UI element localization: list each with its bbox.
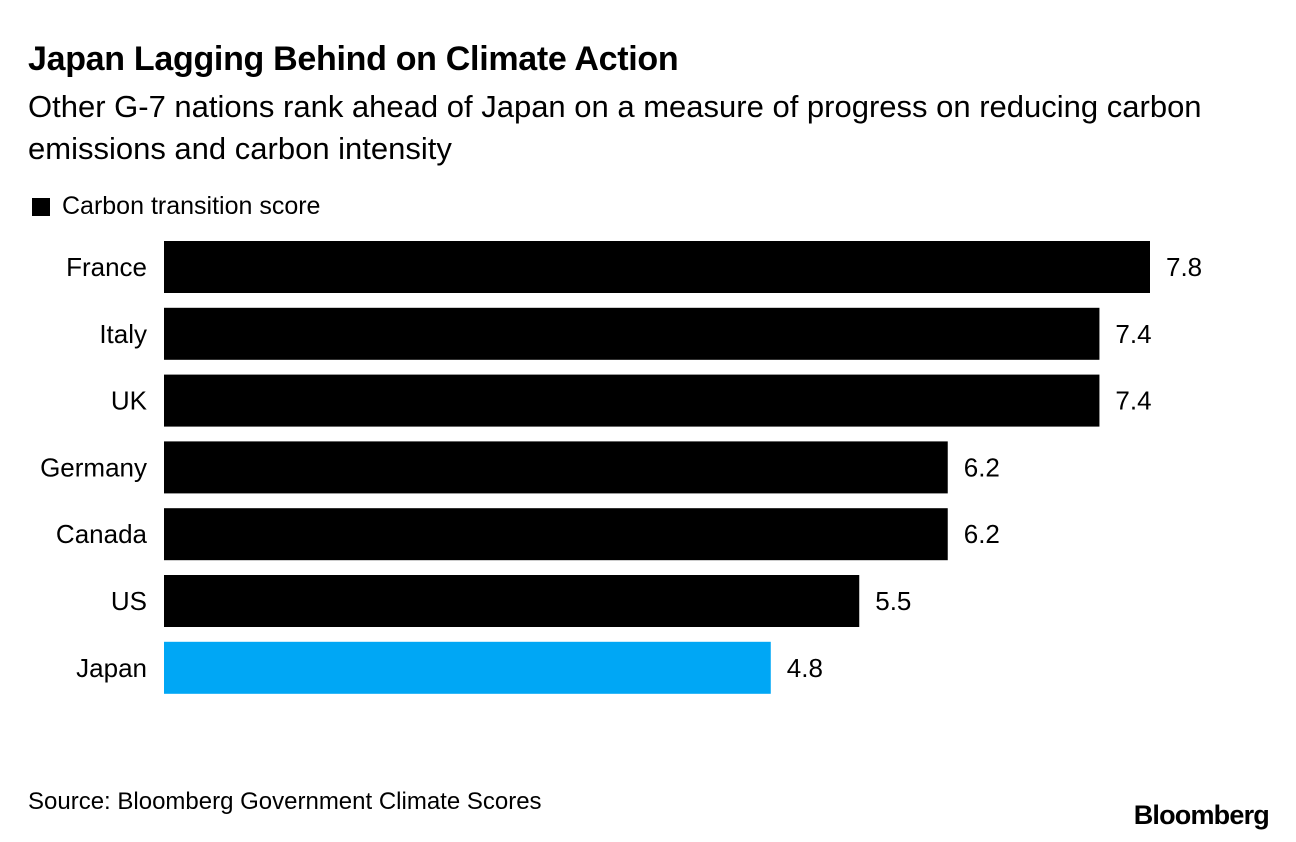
category-label-canada: Canada xyxy=(56,519,148,549)
chart-title: Japan Lagging Behind on Climate Action xyxy=(28,40,679,78)
legend: Carbon transition score xyxy=(32,192,320,221)
source-note: Source: Bloomberg Government Climate Sco… xyxy=(28,788,542,815)
bloomberg-logo: Bloomberg xyxy=(1133,800,1270,830)
category-label-us: US xyxy=(111,586,147,616)
value-label-germany: 6.2 xyxy=(964,452,1000,482)
bar-uk xyxy=(164,374,1100,427)
category-label-germany: Germany xyxy=(40,452,147,482)
bar-france xyxy=(164,241,1150,293)
value-label-us: 5.5 xyxy=(875,586,911,616)
bar-japan xyxy=(164,641,771,694)
value-label-japan: 4.8 xyxy=(787,653,823,683)
value-label-uk: 7.4 xyxy=(1115,386,1151,416)
value-label-canada: 6.2 xyxy=(964,519,1000,549)
category-label-italy: Italy xyxy=(99,319,147,349)
legend-label: Carbon transition score xyxy=(62,192,321,220)
bar-canada xyxy=(164,508,948,561)
category-label-japan: Japan xyxy=(76,653,147,683)
value-label-france: 7.8 xyxy=(1166,252,1202,282)
category-label-uk: UK xyxy=(111,386,148,416)
bar-italy xyxy=(164,307,1100,360)
chart-subtitle: Other G-7 nations rank ahead of Japan on… xyxy=(28,89,1202,166)
value-label-italy: 7.4 xyxy=(1115,319,1151,349)
bar-us xyxy=(164,575,860,627)
bar-germany xyxy=(164,441,948,494)
category-label-france: France xyxy=(66,252,147,282)
legend-swatch xyxy=(32,197,50,216)
